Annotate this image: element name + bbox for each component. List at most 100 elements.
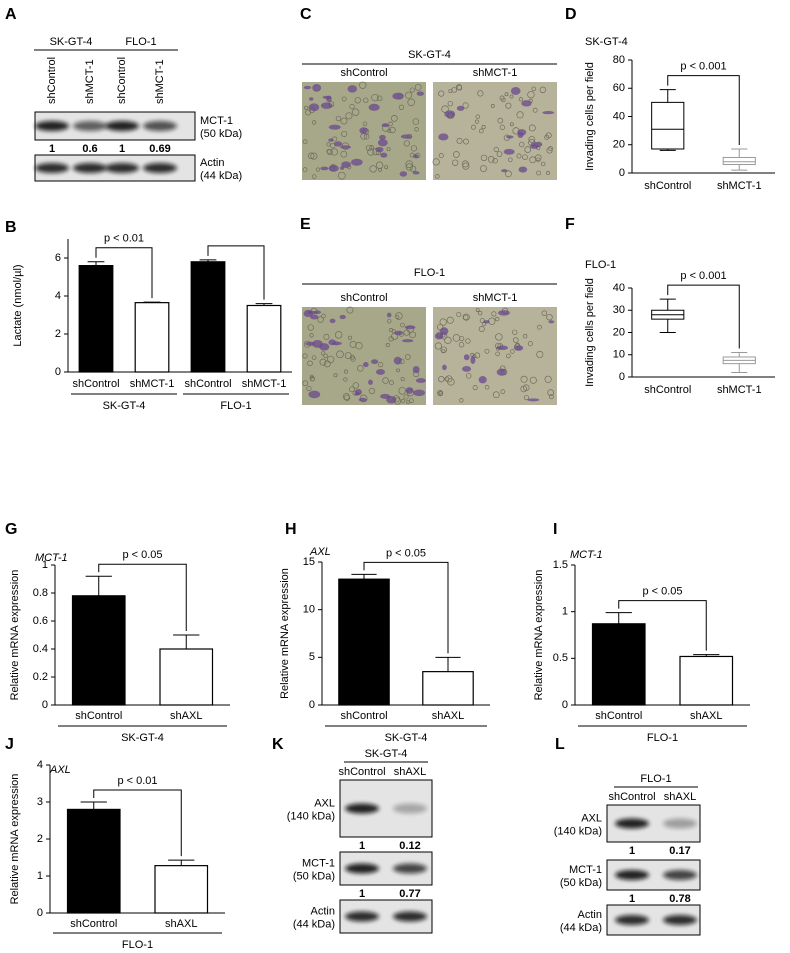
y-tick-label: 10 (303, 604, 315, 616)
pore (536, 170, 542, 176)
y-tick-label: 0 (562, 699, 568, 711)
cell (320, 166, 329, 171)
chart-title: SK-GT-4 (585, 36, 628, 48)
x-tick-label: shControl (644, 384, 691, 396)
cell (368, 103, 380, 111)
pore (477, 90, 484, 97)
pore (307, 324, 314, 331)
pore (369, 145, 375, 150)
pore (458, 341, 465, 348)
pore (371, 93, 379, 102)
pore (447, 378, 455, 386)
cell (412, 171, 420, 175)
cell (496, 345, 509, 351)
pore (378, 362, 384, 368)
pore (400, 398, 405, 404)
pore (528, 136, 536, 143)
significance-bracket (618, 600, 707, 651)
cell (386, 312, 392, 318)
bar (338, 578, 390, 706)
cell (370, 359, 379, 365)
cell (303, 85, 312, 90)
pore (309, 374, 314, 379)
size-label: (44 kDa) (560, 922, 602, 934)
y-tick-label: 10 (613, 349, 625, 361)
pore (535, 157, 541, 163)
cell (399, 171, 408, 177)
chart-title: AXL (309, 546, 331, 558)
pore (389, 380, 394, 386)
pore (311, 355, 317, 360)
pore (389, 126, 396, 134)
y-tick-label: 60 (613, 82, 625, 94)
pore (405, 399, 410, 404)
protein-label: Actin (578, 909, 602, 921)
cell (328, 164, 339, 172)
pore (414, 83, 422, 91)
cell (548, 320, 555, 324)
pore (435, 174, 440, 179)
significance-bracket (98, 563, 187, 631)
pore (487, 156, 495, 163)
size-label: (44 kDa) (200, 170, 242, 182)
significance-bracket (95, 247, 153, 299)
blot-band (143, 121, 177, 131)
significance-bracket (363, 561, 449, 654)
blot-band (615, 870, 649, 880)
pore (388, 121, 393, 127)
x-tick-label: shMCT-1 (130, 378, 175, 390)
pore (548, 146, 553, 152)
group-label: FLO-1 (125, 36, 156, 48)
pore (309, 333, 314, 338)
quantification: 0.77 (399, 888, 420, 900)
lane-label: shAXL (394, 766, 426, 778)
chart-title: MCT-1 (570, 549, 603, 561)
box (722, 156, 756, 166)
cell (377, 138, 388, 147)
pore (438, 90, 445, 97)
quantification: 1 (629, 893, 635, 905)
cell (498, 310, 510, 316)
pore (344, 352, 352, 360)
y-tick-label: 0.4 (33, 643, 48, 655)
pore (405, 163, 413, 171)
pore (544, 375, 552, 383)
cell (439, 327, 449, 336)
quantification: 0.6 (82, 143, 97, 155)
cell (328, 339, 337, 346)
pore (334, 331, 343, 339)
blot-band (615, 915, 649, 925)
micrograph-label: shMCT-1 (473, 67, 518, 79)
pore (444, 336, 452, 344)
cell (463, 354, 470, 361)
cell (496, 368, 507, 376)
quantification: 0.69 (149, 143, 170, 155)
cell (339, 314, 346, 320)
group-label: FLO-1 (122, 939, 153, 951)
lane-label: shControl (338, 766, 385, 778)
bar (66, 808, 121, 914)
panel-letter: A (5, 6, 17, 23)
pore (323, 353, 328, 358)
panel-letter: B (5, 219, 17, 236)
pore (510, 349, 515, 354)
bar (591, 623, 646, 706)
pore (311, 174, 317, 179)
y-tick-label: 0 (619, 371, 625, 383)
x-tick-label: shAXL (165, 918, 197, 930)
annotation: p < 0.05 (642, 586, 682, 598)
cell (462, 365, 472, 372)
size-label: (50 kDa) (200, 128, 242, 140)
pore (363, 133, 370, 140)
pore (323, 360, 331, 368)
cell (415, 378, 426, 383)
pore (516, 153, 522, 159)
pore (363, 97, 369, 103)
x-tick-label: shMCT-1 (242, 378, 287, 390)
pore (302, 380, 309, 387)
group-label: SK-GT-4 (50, 36, 93, 48)
blot-band (73, 163, 107, 173)
pore (523, 394, 530, 401)
pore (501, 97, 506, 103)
pore (452, 159, 459, 166)
